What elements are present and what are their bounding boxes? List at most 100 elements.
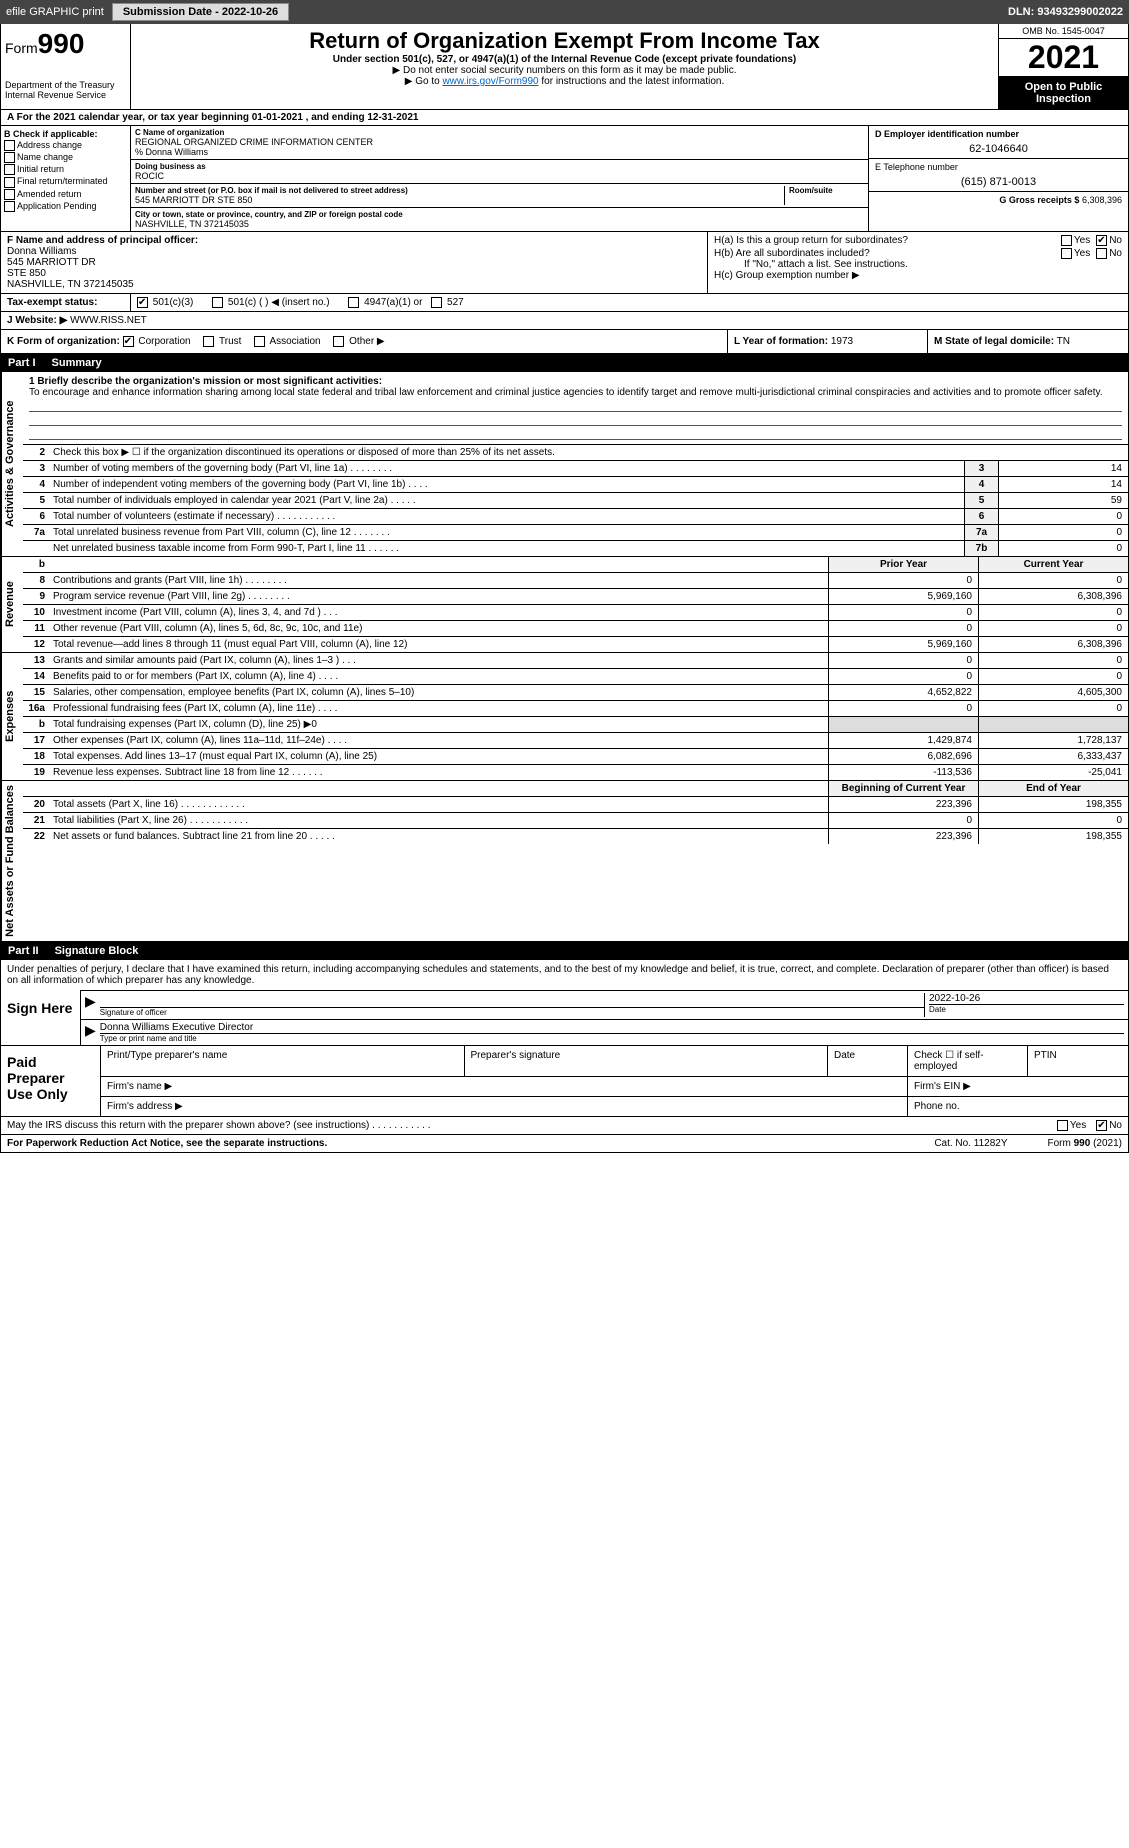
opt-501c3[interactable]: 501(c)(3) <box>137 297 193 308</box>
tab-netassets: Net Assets or Fund Balances <box>1 781 23 941</box>
summary-row: 17 Other expenses (Part IX, column (A), … <box>23 733 1128 749</box>
section-m: M State of legal domicile: TN <box>928 330 1128 353</box>
line-text: Total assets (Part X, line 16) . . . . .… <box>49 797 828 812</box>
officer-city: NASHVILLE, TN 372145035 <box>7 279 701 290</box>
submission-date-button[interactable]: Submission Date - 2022-10-26 <box>112 3 289 21</box>
instructions-note: ▶ Go to www.irs.gov/Form990 for instruct… <box>141 76 988 87</box>
city-state-zip: NASHVILLE, TN 372145035 <box>135 219 864 229</box>
line-num: 19 <box>23 765 49 780</box>
hb-no[interactable]: No <box>1096 248 1122 259</box>
part1-title: Summary <box>52 357 102 369</box>
current-year-value: 0 <box>978 653 1128 668</box>
line-value: 14 <box>998 461 1128 476</box>
summary-row: 19 Revenue less expenses. Subtract line … <box>23 765 1128 780</box>
paid-preparer: Paid Preparer Use Only Print/Type prepar… <box>0 1046 1129 1117</box>
current-year-value: 6,308,396 <box>978 589 1128 604</box>
ptin-label: PTIN <box>1028 1046 1128 1076</box>
firm-addr-label: Firm's address ▶ <box>101 1097 908 1116</box>
line-box: 5 <box>964 493 998 508</box>
paid-preparer-label: Paid Preparer Use Only <box>1 1046 101 1116</box>
officer-label: F Name and address of principal officer: <box>7 235 701 246</box>
prep-name-label: Print/Type preparer's name <box>101 1046 465 1076</box>
hc-label: H(c) Group exemption number ▶ <box>714 270 1122 281</box>
part1-label: Part I <box>8 357 36 369</box>
prior-year-value: 0 <box>828 669 978 684</box>
phone-label: Phone no. <box>908 1097 1128 1116</box>
discuss-no[interactable]: No <box>1096 1120 1122 1131</box>
k-trust[interactable]: Trust <box>203 336 241 347</box>
boy-value: 223,396 <box>828 829 978 844</box>
firm-ein-label: Firm's EIN ▶ <box>908 1077 1128 1096</box>
current-year-value: 4,605,300 <box>978 685 1128 700</box>
line-text: Total number of individuals employed in … <box>49 493 964 508</box>
m-label: M State of legal domicile: <box>934 336 1054 347</box>
current-year-value: 0 <box>978 701 1128 716</box>
opt-527[interactable]: 527 <box>431 297 463 308</box>
officer-addr2: STE 850 <box>7 268 701 279</box>
chk-application-pending[interactable]: Application Pending <box>4 201 127 212</box>
col-eoy: End of Year <box>978 781 1128 796</box>
line2-text: Check this box ▶ ☐ if the organization d… <box>49 445 1128 460</box>
revenue-header-row: b Prior Year Current Year <box>23 557 1128 573</box>
chk-amended[interactable]: Amended return <box>4 189 127 200</box>
l-label: L Year of formation: <box>734 336 828 347</box>
tax-exempt-label: Tax-exempt status: <box>1 294 131 311</box>
k-corp[interactable]: Corporation <box>123 336 191 347</box>
summary-row: 10 Investment income (Part VIII, column … <box>23 605 1128 621</box>
line-b: b <box>23 557 49 572</box>
website-label: Website: ▶ <box>15 315 67 326</box>
summary-row: 4 Number of independent voting members o… <box>23 477 1128 493</box>
opt-4947[interactable]: 4947(a)(1) or <box>348 297 422 308</box>
chk-name-change[interactable]: Name change <box>4 152 127 163</box>
section-f: F Name and address of principal officer:… <box>1 232 708 293</box>
opt-501c[interactable]: 501(c) ( ) ◀ (insert no.) <box>212 297 329 308</box>
line-text: Program service revenue (Part VIII, line… <box>49 589 828 604</box>
summary-row: 8 Contributions and grants (Part VIII, l… <box>23 573 1128 589</box>
chk-final-return[interactable]: Final return/terminated <box>4 176 127 187</box>
irs-link[interactable]: www.irs.gov/Form990 <box>442 76 538 87</box>
k-other[interactable]: Other ▶ <box>333 336 384 347</box>
sig-date-value: 2022-10-26 <box>929 993 1124 1004</box>
discuss-yes[interactable]: Yes <box>1057 1120 1086 1131</box>
line-num: 3 <box>23 461 49 476</box>
hb-yes[interactable]: Yes <box>1061 248 1090 259</box>
line-num: 11 <box>23 621 49 636</box>
form-label: Form <box>5 40 38 56</box>
current-year-value: -25,041 <box>978 765 1128 780</box>
name-title-label: Type or print name and title <box>100 1033 1124 1043</box>
tax-exempt-options: 501(c)(3) 501(c) ( ) ◀ (insert no.) 4947… <box>131 294 1128 311</box>
declaration-text: Under penalties of perjury, I declare th… <box>1 960 1128 990</box>
ha-no[interactable]: No <box>1096 235 1122 246</box>
summary-row: 16a Professional fundraising fees (Part … <box>23 701 1128 717</box>
tab-governance: Activities & Governance <box>1 372 23 556</box>
chk-address-change[interactable]: Address change <box>4 140 127 151</box>
row-klm: K Form of organization: Corporation Trus… <box>0 330 1129 354</box>
current-year-value: 6,333,437 <box>978 749 1128 764</box>
addr-label: Number and street (or P.O. box if mail i… <box>135 186 784 195</box>
signature-block: Under penalties of perjury, I declare th… <box>0 960 1129 1046</box>
prior-year-value: 5,969,160 <box>828 589 978 604</box>
line-box: 6 <box>964 509 998 524</box>
line-box: 7b <box>964 541 998 556</box>
chk-initial-return[interactable]: Initial return <box>4 164 127 175</box>
k-assoc[interactable]: Association <box>254 336 320 347</box>
tax-period: For the 2021 calendar year, or tax year … <box>17 112 419 123</box>
row-j: J Website: ▶ WWW.RISS.NET <box>0 312 1129 330</box>
part2-header: Part II Signature Block <box>0 942 1129 960</box>
org-name-label: C Name of organization <box>135 128 864 137</box>
eoy-value: 198,355 <box>978 797 1128 812</box>
sign-here-label: Sign Here <box>1 990 81 1045</box>
efile-topbar: efile GRAPHIC print Submission Date - 20… <box>0 0 1129 24</box>
section-l: L Year of formation: 1973 <box>728 330 928 353</box>
website-value: WWW.RISS.NET <box>70 315 147 326</box>
open-to-public: Open to Public Inspection <box>999 77 1128 109</box>
tax-year: 2021 <box>999 39 1128 77</box>
prior-year-value: 5,969,160 <box>828 637 978 652</box>
name-arrow-icon: ▶ <box>85 1022 96 1043</box>
part2-title: Signature Block <box>55 945 139 957</box>
col-current-year: Current Year <box>978 557 1128 572</box>
netassets-header-row: Beginning of Current Year End of Year <box>23 781 1128 797</box>
ha-yes[interactable]: Yes <box>1061 235 1090 246</box>
section-d: D Employer identification number 62-1046… <box>868 126 1128 231</box>
line-text: Total number of volunteers (estimate if … <box>49 509 964 524</box>
